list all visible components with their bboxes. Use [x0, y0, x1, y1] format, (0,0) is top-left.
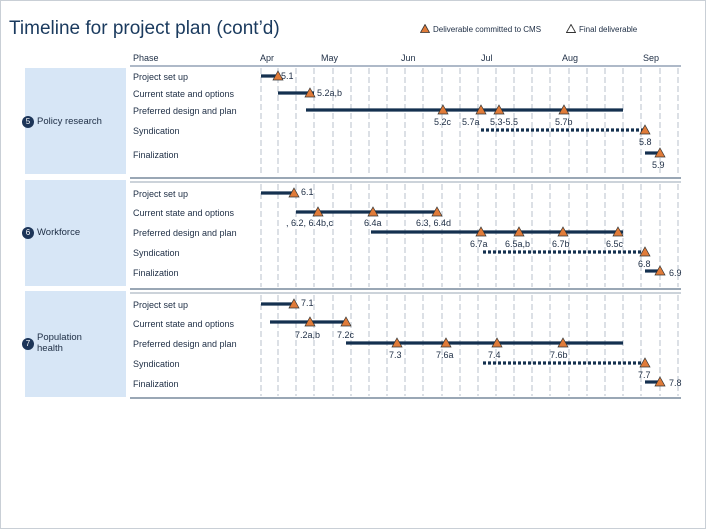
milestone-label: 7.1: [301, 298, 314, 308]
milestone-label: 5.9: [652, 160, 665, 170]
phase-label: Syndication: [133, 359, 180, 369]
milestone-triangle-icon: [437, 104, 449, 115]
milestone-triangle-icon: [288, 187, 300, 198]
section-5-badge: 5: [22, 116, 34, 128]
milestone-label: 5.2a,b: [317, 88, 343, 98]
phase-label: Finalization: [133, 150, 179, 160]
milestone-label: 6.9: [669, 268, 682, 278]
page-title: Timeline for project plan (cont’d): [9, 18, 280, 39]
milestone-label: 7.2c: [337, 330, 355, 340]
milestone-label: 6.7b: [552, 239, 570, 249]
phase-label: Current state and options: [133, 319, 235, 329]
phase-label: Syndication: [133, 248, 180, 258]
milestone-label: 7.7: [638, 370, 651, 380]
milestone-label: 7.4: [488, 350, 501, 360]
milestone-triangle-icon: [639, 246, 651, 257]
phase-label: Finalization: [133, 268, 179, 278]
milestone-triangle-icon: [304, 87, 316, 98]
month-apr: Apr: [260, 53, 275, 63]
milestone-label: 6.7a: [470, 239, 488, 249]
section-7-name-line: health: [37, 343, 63, 354]
phase-label: Finalization: [133, 379, 179, 389]
phase-label: Project set up: [133, 72, 189, 82]
phase-label: Current state and options: [133, 208, 235, 218]
milestone-triangle-icon: [304, 316, 316, 327]
milestone-triangle-icon: [654, 147, 666, 158]
month-aug: Aug: [562, 53, 579, 63]
section-7-badge: 7: [22, 338, 34, 350]
outline-triangle-icon: [565, 23, 577, 35]
milestone-label: 5.8: [639, 137, 652, 147]
milestone-label: 5.1: [281, 71, 294, 81]
month-sep: Sep: [643, 53, 660, 63]
milestone-triangle-icon: [475, 104, 487, 115]
section-6-name: Workforce: [37, 227, 81, 238]
milestone-label: 6.8: [638, 259, 651, 269]
milestone-label: 6.3, 6.4d: [416, 218, 452, 228]
milestone-triangle-icon: [440, 337, 452, 348]
phase-bars: [261, 74, 660, 384]
milestone-triangle-icon: [288, 298, 300, 309]
milestone-label: 6.5a,b: [505, 239, 531, 249]
section-7-name-line: Population: [37, 332, 82, 343]
milestone-label: 7.6a: [436, 350, 454, 360]
legend-deliverable: Deliverable committed to CMS: [419, 23, 542, 35]
milestone-triangle-icon: [557, 226, 569, 237]
milestone-triangle-icon: [654, 265, 666, 276]
week-gridlines: [260, 68, 679, 396]
milestone-label: 5.2c: [434, 117, 452, 127]
milestone-label: 7.2a,b: [295, 330, 321, 340]
milestone-label: 6.5c: [606, 239, 624, 249]
milestone-triangle-icon: [475, 226, 487, 237]
section-7-box: 7 Population health: [22, 291, 126, 397]
milestone-label: 7.8: [669, 378, 682, 388]
milestone-triangle-icon: [513, 226, 525, 237]
milestone-triangle-icon: [557, 337, 569, 348]
month-jul: Jul: [481, 53, 493, 63]
milestone-triangle-icon: [654, 376, 666, 387]
milestone-label: 6.1: [301, 187, 314, 197]
milestone-label: 7.3: [389, 350, 402, 360]
milestone-triangle-icon: [312, 206, 324, 217]
milestone-triangle-icon: [431, 206, 443, 217]
milestone-triangle-icon: [491, 337, 503, 348]
phase-label: Current state and options: [133, 89, 235, 99]
month-jun: Jun: [401, 53, 416, 63]
milestone-triangle-icon: [391, 337, 403, 348]
phase-label: Project set up: [133, 300, 189, 310]
phase-label: Preferred design and plan: [133, 228, 237, 238]
section-6-badge: 6: [22, 227, 34, 239]
filled-triangle-icon: [419, 23, 431, 35]
phase-label: Preferred design and plan: [133, 339, 237, 349]
section-5-box: 5 Policy research: [22, 68, 126, 174]
milestone-label: 6.4a: [364, 218, 382, 228]
section-6-box: 6 Workforce: [22, 180, 126, 286]
legend-final-label: Final deliverable: [579, 25, 638, 34]
phase-label: Syndication: [133, 126, 180, 136]
legend-final: Final deliverable: [565, 23, 638, 35]
phase-header: Phase: [133, 53, 159, 63]
milestone-label: 5.3-5.5: [490, 117, 519, 127]
milestone-triangle-icon: [272, 70, 284, 81]
milestone-triangle-icon: [367, 206, 379, 217]
milestone-triangle-icon: [340, 316, 352, 327]
milestone-label: 5.7b: [555, 117, 573, 127]
phase-label: Project set up: [133, 189, 189, 199]
milestone-triangle-icon: [639, 357, 651, 368]
milestone-triangle-icon: [558, 104, 570, 115]
milestone-triangle-icon: [493, 104, 505, 115]
milestone-triangle-icon: [612, 226, 624, 237]
milestone-triangle-icon: [639, 124, 651, 135]
section-5-name: Policy research: [37, 116, 102, 127]
milestone-label: 5.7a: [462, 117, 480, 127]
milestone-label: 7.6b: [550, 350, 568, 360]
legend-deliverable-label: Deliverable committed to CMS: [433, 25, 542, 34]
month-may: May: [321, 53, 339, 63]
milestone-label: , 6.2, 6.4b,c: [286, 218, 334, 228]
milestone-markers: [272, 70, 666, 387]
phase-label: Preferred design and plan: [133, 106, 237, 116]
section-7-name: Population health: [37, 332, 82, 354]
